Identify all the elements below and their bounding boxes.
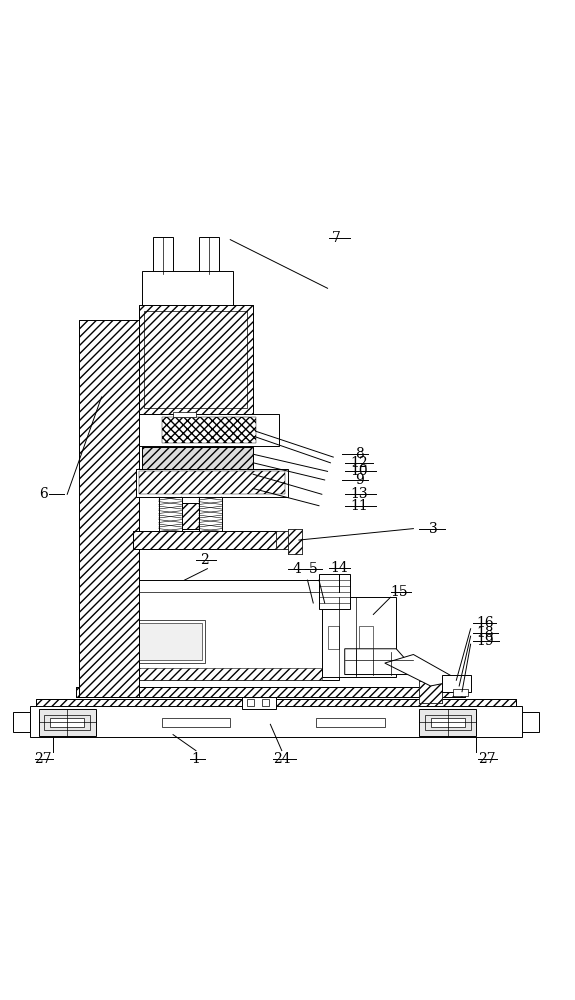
Bar: [316, 718, 385, 727]
Bar: [139, 623, 202, 660]
Bar: [76, 687, 465, 697]
Text: 7: 7: [332, 231, 340, 245]
Text: 6: 6: [39, 487, 48, 501]
Bar: [322, 597, 396, 677]
Text: 15: 15: [390, 585, 408, 599]
Bar: [431, 718, 465, 727]
Bar: [153, 237, 173, 274]
Bar: [99, 580, 116, 680]
Bar: [425, 715, 470, 730]
Text: 4: 4: [293, 562, 302, 576]
Bar: [419, 681, 442, 703]
Bar: [288, 529, 302, 554]
Text: 12: 12: [350, 456, 368, 470]
Bar: [36, 699, 516, 709]
Bar: [141, 447, 253, 469]
Text: 24: 24: [273, 752, 290, 766]
Bar: [141, 447, 253, 469]
Bar: [50, 718, 85, 727]
Bar: [36, 699, 516, 709]
Bar: [182, 503, 199, 529]
Bar: [454, 689, 467, 696]
Bar: [44, 715, 90, 730]
Text: 2: 2: [200, 553, 209, 567]
Bar: [199, 497, 222, 534]
Bar: [159, 497, 182, 534]
Text: 19: 19: [476, 634, 494, 648]
Text: 18: 18: [476, 626, 494, 640]
Text: 11: 11: [350, 499, 368, 513]
Bar: [162, 417, 256, 443]
Bar: [276, 531, 299, 549]
Bar: [30, 706, 522, 737]
Bar: [133, 531, 302, 549]
Bar: [288, 529, 302, 554]
Bar: [141, 271, 233, 308]
Text: 13: 13: [350, 487, 368, 501]
Bar: [139, 305, 253, 414]
Text: 3: 3: [429, 522, 438, 536]
Bar: [173, 412, 196, 417]
Bar: [319, 574, 350, 609]
Bar: [199, 237, 219, 274]
Text: 27: 27: [34, 752, 51, 766]
Bar: [139, 471, 285, 494]
Bar: [522, 712, 539, 732]
Bar: [139, 414, 279, 446]
Bar: [133, 531, 302, 549]
Bar: [144, 311, 247, 408]
Text: 9: 9: [355, 473, 363, 487]
Bar: [419, 709, 476, 736]
Bar: [247, 699, 254, 706]
Bar: [162, 718, 230, 727]
Bar: [79, 320, 139, 697]
Text: 27: 27: [478, 752, 496, 766]
Bar: [139, 305, 253, 414]
Bar: [242, 695, 276, 709]
Bar: [328, 626, 339, 649]
Bar: [182, 503, 199, 529]
Bar: [76, 687, 465, 697]
Bar: [442, 675, 470, 692]
Bar: [13, 712, 30, 732]
Bar: [136, 469, 288, 497]
Text: 16: 16: [476, 616, 494, 630]
Bar: [276, 531, 299, 549]
Bar: [79, 320, 139, 697]
Text: 10: 10: [350, 464, 368, 478]
Bar: [39, 709, 96, 736]
Bar: [136, 620, 205, 663]
Text: 14: 14: [330, 561, 348, 575]
Bar: [419, 681, 442, 703]
Text: 8: 8: [355, 447, 363, 461]
Bar: [359, 626, 373, 660]
Text: 1: 1: [191, 752, 200, 766]
Polygon shape: [385, 654, 459, 686]
Bar: [262, 699, 269, 706]
Text: 5: 5: [309, 562, 317, 576]
Bar: [110, 592, 328, 669]
Polygon shape: [345, 649, 419, 675]
Bar: [116, 668, 322, 680]
Bar: [99, 580, 339, 680]
